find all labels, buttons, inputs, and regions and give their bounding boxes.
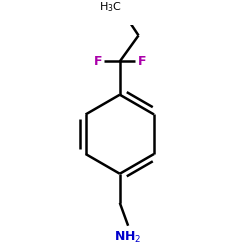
Text: H$_3$C: H$_3$C	[99, 0, 122, 14]
Text: F: F	[138, 55, 146, 68]
Text: NH$_2$: NH$_2$	[114, 230, 142, 245]
Text: F: F	[94, 55, 102, 68]
